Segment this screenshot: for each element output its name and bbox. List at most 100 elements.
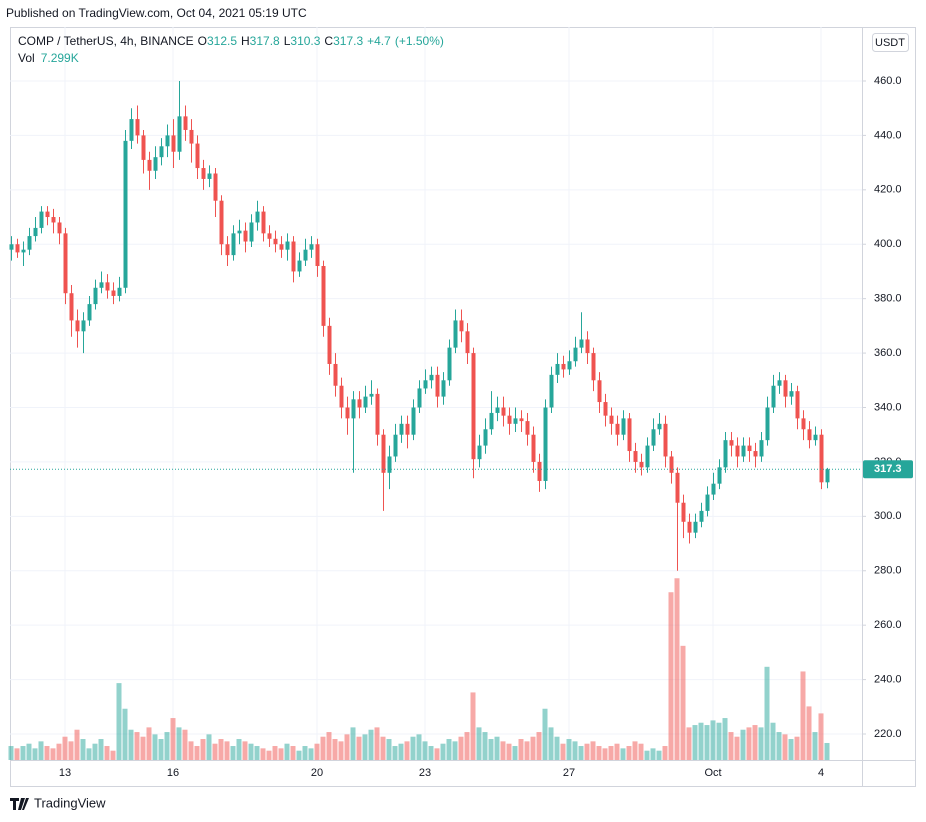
candle-body xyxy=(399,423,404,435)
volume-bar xyxy=(134,732,140,760)
volume-bar xyxy=(386,739,392,760)
currency-box[interactable] xyxy=(872,33,909,52)
candle-body xyxy=(261,211,266,234)
x-tick-label: 27 xyxy=(563,767,575,779)
volume-bar xyxy=(794,736,800,760)
candle-body xyxy=(447,347,452,381)
candle-body xyxy=(495,407,500,413)
currency-label[interactable]: USDT xyxy=(875,37,905,49)
candle-body xyxy=(549,374,554,408)
volume-bar xyxy=(452,741,458,760)
candle-body xyxy=(81,320,86,332)
x-tick-label: 13 xyxy=(59,767,71,779)
y-tick-label: 360.0 xyxy=(874,347,902,359)
volume-bar xyxy=(470,692,476,760)
y-tick-label: 400.0 xyxy=(874,238,902,250)
volume-bar xyxy=(818,713,824,760)
volume-bar xyxy=(752,725,758,760)
volume-bar xyxy=(824,742,830,760)
volume-bar xyxy=(338,741,344,760)
candle-body xyxy=(747,445,752,452)
y-tick-label: 380.0 xyxy=(874,293,902,305)
legend-key: O xyxy=(198,34,207,48)
legend-key: L xyxy=(284,34,291,48)
candle-body xyxy=(621,418,626,435)
volume-bar xyxy=(242,741,248,760)
x-tick-label: 16 xyxy=(167,767,179,779)
candle-body xyxy=(57,222,62,234)
volume-bar xyxy=(686,727,692,760)
candle-body xyxy=(645,445,650,468)
volume-bar xyxy=(500,741,506,760)
candle-body xyxy=(483,429,488,446)
symbol-title: COMP / TetherUS, 4h, BINANCE xyxy=(18,34,194,48)
candle-body xyxy=(153,157,158,171)
candle-body xyxy=(267,233,272,239)
candle-body xyxy=(45,211,50,218)
volume-bar xyxy=(614,743,620,760)
volume-bar xyxy=(770,722,776,760)
candle-body xyxy=(39,211,44,228)
candle-body xyxy=(177,116,182,152)
candle-body xyxy=(75,320,80,332)
volume-bar xyxy=(200,739,206,760)
volume-bar xyxy=(638,743,644,760)
volume-bar xyxy=(326,732,332,760)
volume-bar xyxy=(278,748,284,760)
candle-body xyxy=(207,173,212,179)
volume-bar xyxy=(380,736,386,760)
volume-bar xyxy=(56,743,62,760)
candle-body xyxy=(345,407,350,419)
candle-body xyxy=(309,244,314,250)
candle-body xyxy=(681,502,686,522)
volume-bar xyxy=(746,727,752,760)
volume-bar xyxy=(290,746,296,760)
candle-body xyxy=(423,380,428,389)
candle-body xyxy=(615,423,620,435)
volume-bar xyxy=(266,750,272,760)
symbol-legend: COMP / TetherUS, 4h, BINANCE O312.5 H317.8… xyxy=(18,34,444,48)
candle-body xyxy=(537,461,542,481)
y-tick-label: 280.0 xyxy=(874,565,902,577)
candle-body xyxy=(105,282,110,291)
footer-logo[interactable] xyxy=(10,798,29,810)
candle-body xyxy=(381,434,386,473)
volume-bar xyxy=(662,746,668,760)
candle-body xyxy=(777,380,782,386)
volume-bar xyxy=(20,746,26,760)
candle-body xyxy=(321,266,326,326)
candle-body xyxy=(357,399,362,408)
volume-bar xyxy=(74,729,80,760)
volume-bar xyxy=(182,729,188,760)
candle-body xyxy=(669,456,674,473)
volume-bar xyxy=(476,727,482,760)
candle-body xyxy=(285,241,290,250)
candle-body xyxy=(573,347,578,362)
candle-body xyxy=(489,412,494,430)
candle-body xyxy=(555,363,560,375)
candle-body xyxy=(477,445,482,460)
candle-body xyxy=(291,241,296,272)
candle-body xyxy=(327,325,332,364)
volume-bar xyxy=(704,725,710,760)
volume-bar xyxy=(254,746,260,760)
volume-bar xyxy=(308,748,314,760)
volume-bar xyxy=(584,743,590,760)
candle-body xyxy=(249,222,254,242)
candle-body xyxy=(567,361,572,370)
volume-bar xyxy=(194,746,200,760)
candle-body xyxy=(363,396,368,408)
candle-body xyxy=(813,434,818,441)
x-tick-label: 4 xyxy=(818,767,824,779)
volume-bar xyxy=(374,727,380,760)
candle-body xyxy=(729,440,734,446)
volume-bar xyxy=(800,671,806,760)
volume-bar xyxy=(506,743,512,760)
candle-body xyxy=(819,434,824,483)
volume-bar xyxy=(782,734,788,760)
footer-brand[interactable]: TradingView xyxy=(34,795,106,810)
volume-bar xyxy=(284,743,290,760)
volume-value: 7.299K xyxy=(41,51,79,65)
candle-body xyxy=(525,421,530,435)
volume-bar xyxy=(542,708,548,760)
